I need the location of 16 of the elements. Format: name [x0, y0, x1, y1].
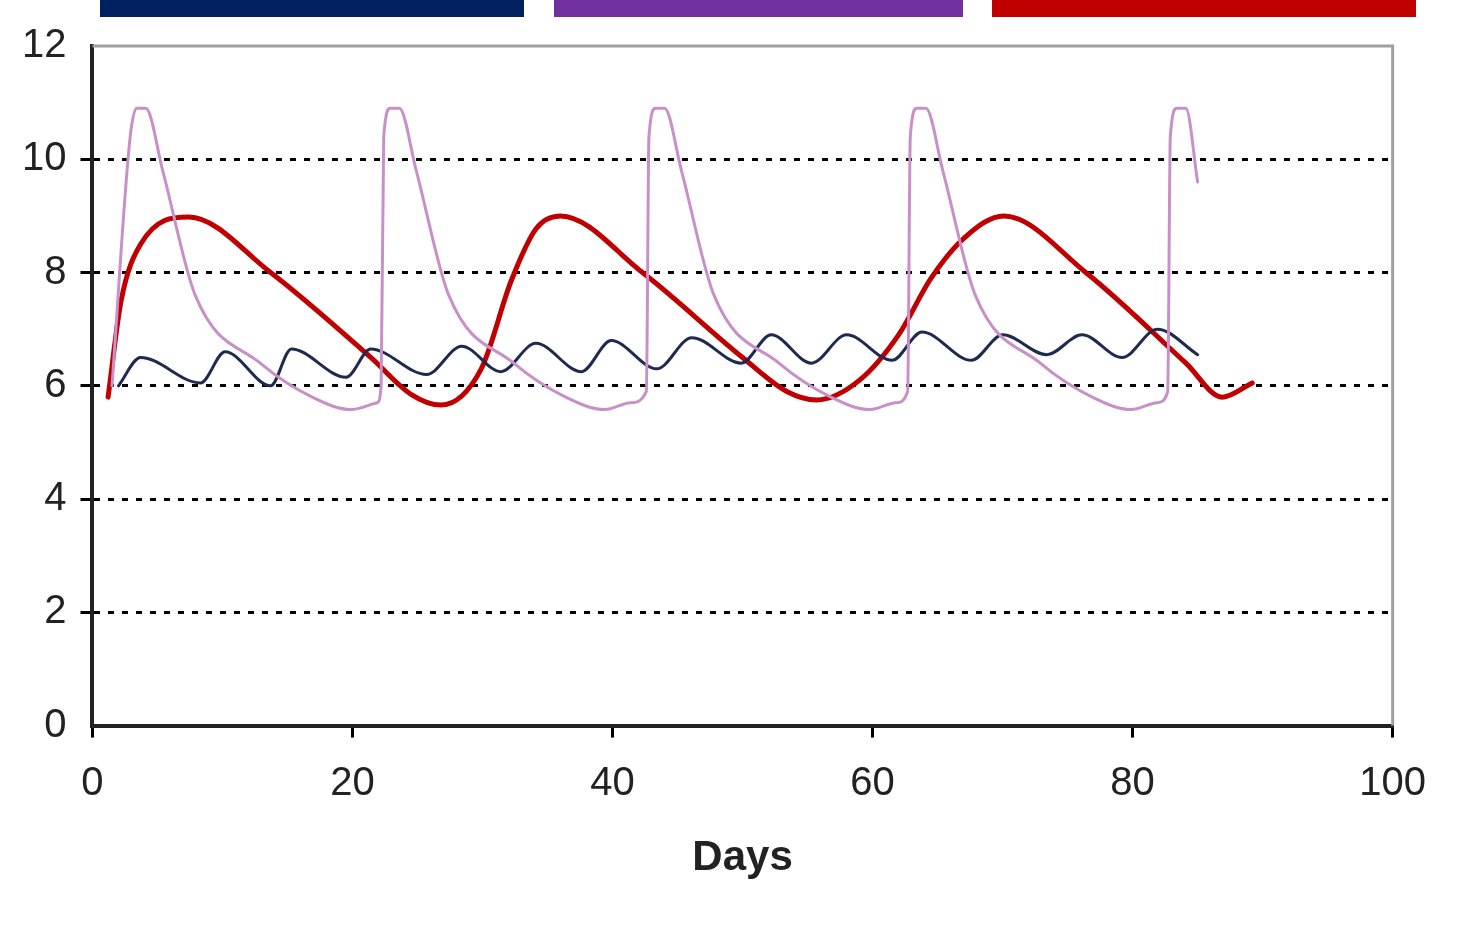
y-tick-label: 12 — [21, 21, 67, 66]
x-tick-label: 100 — [1359, 758, 1427, 803]
line-series — [110, 106, 1200, 412]
y-tick-label: 4 — [44, 474, 67, 519]
y-tick-label: 0 — [44, 700, 67, 745]
y-tick-label: 10 — [21, 134, 67, 179]
x-tick-label: 20 — [330, 758, 375, 803]
y-tick-label: 6 — [44, 360, 67, 405]
x-axis-title: Days — [692, 832, 793, 880]
x-tick-label: 40 — [590, 758, 635, 803]
x-tick-label: 0 — [81, 758, 104, 803]
x-tick-label: 80 — [1110, 758, 1155, 803]
y-tick-label: 2 — [44, 587, 67, 632]
y-tick-label: 8 — [44, 247, 67, 292]
line-series — [117, 327, 1200, 388]
x-tick-label: 60 — [850, 758, 895, 803]
